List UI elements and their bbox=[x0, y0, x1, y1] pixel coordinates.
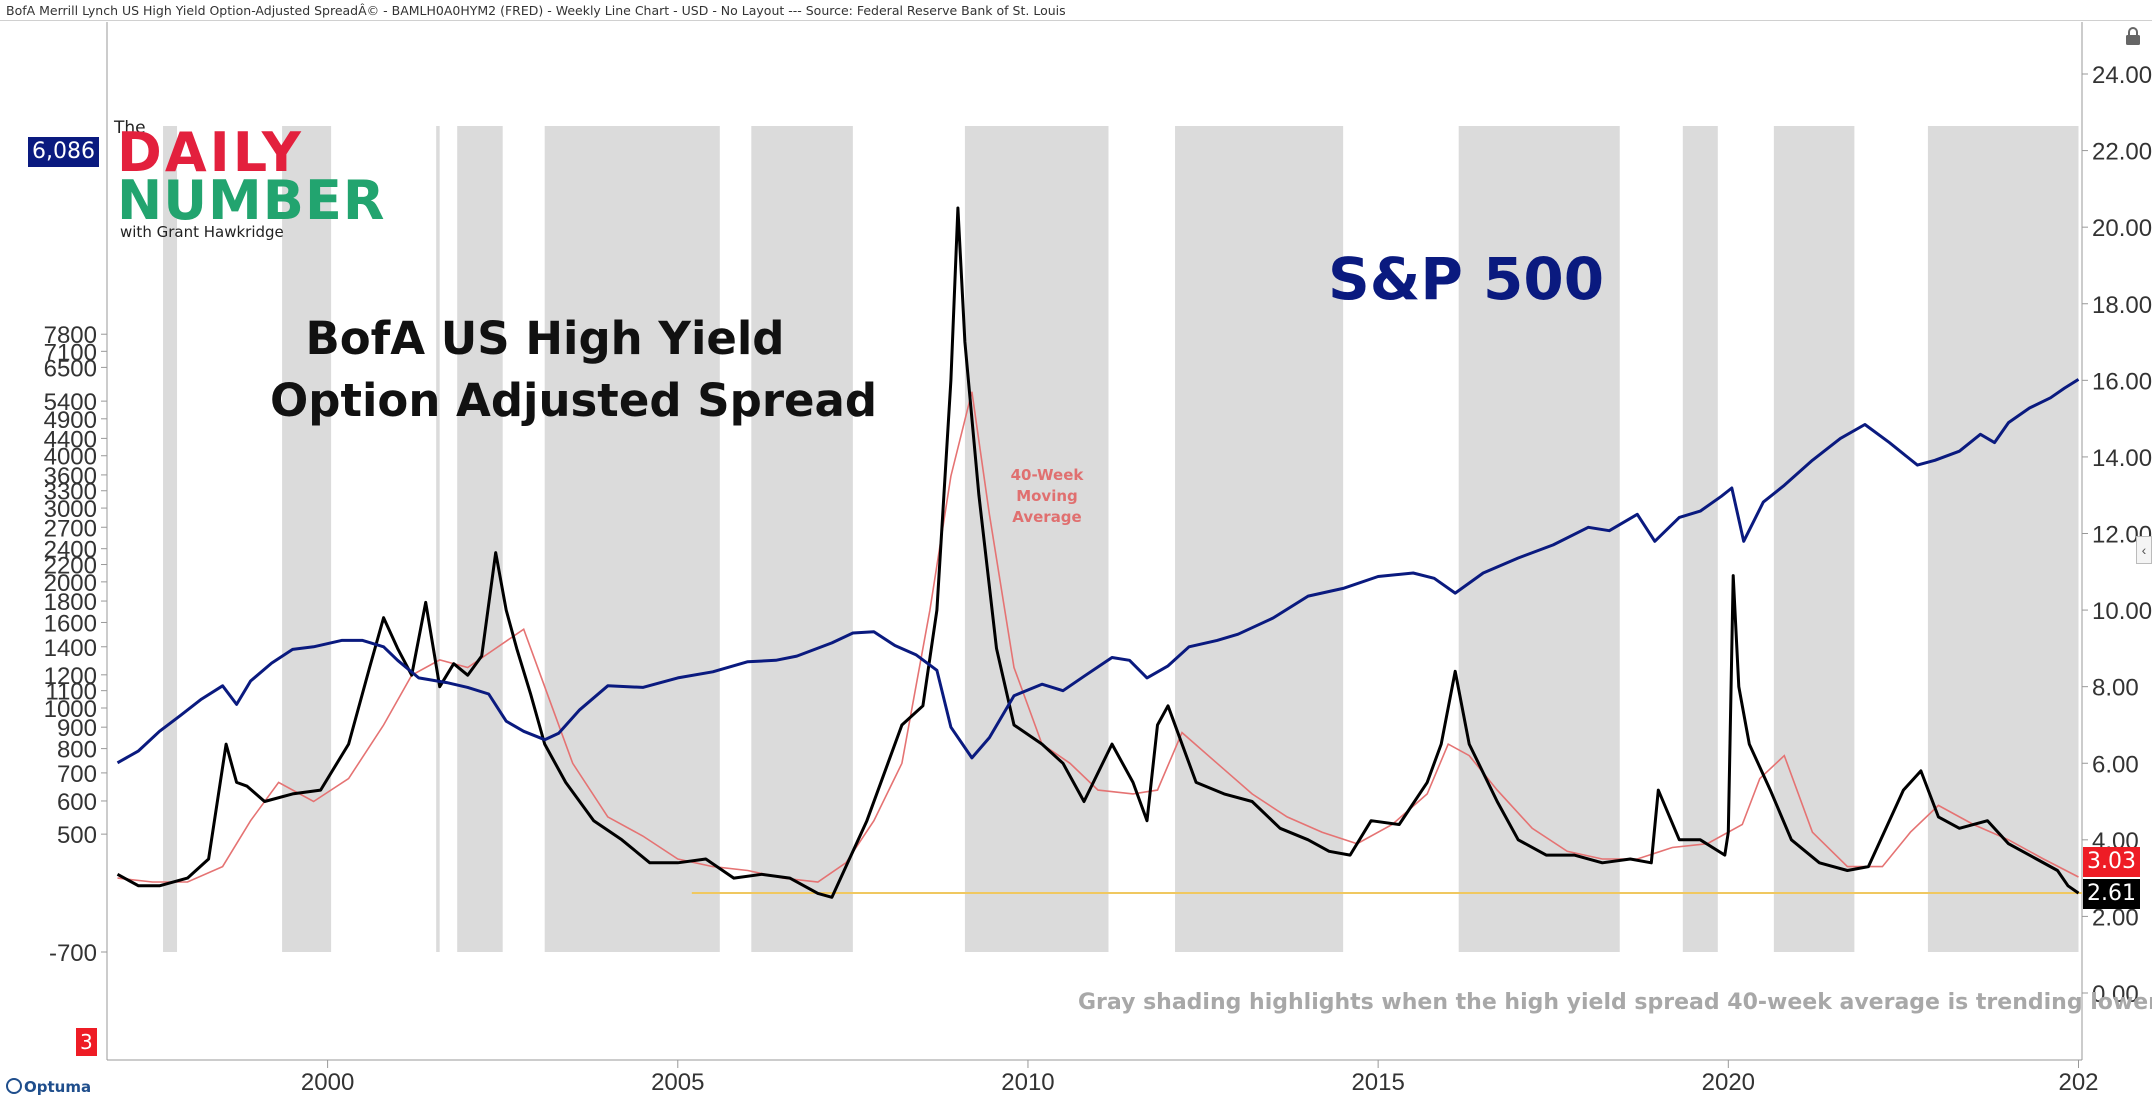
x-tick-label: 2005 bbox=[651, 1069, 704, 1096]
ma-label-line2: Moving Average bbox=[1012, 487, 1082, 526]
right-tick-label: 8.00 bbox=[2092, 675, 2139, 702]
right-tick-label: 20.00 bbox=[2092, 215, 2152, 242]
right-tick-label: 6.00 bbox=[2092, 751, 2139, 778]
left-tick-label: 500 bbox=[57, 822, 97, 849]
left-tick-label: 900 bbox=[57, 715, 97, 742]
lock-icon[interactable] bbox=[2124, 26, 2142, 46]
right-tick-label: 10.00 bbox=[2092, 598, 2152, 625]
left-tick-label: 7800 bbox=[44, 322, 97, 349]
x-tick-label: 2000 bbox=[301, 1069, 354, 1096]
left-tick-label: 600 bbox=[57, 789, 97, 816]
spread-title-line2: Option Adjusted Spread bbox=[270, 374, 878, 427]
axes-layer bbox=[106, 22, 2083, 1061]
shading-band-9 bbox=[1682, 126, 1718, 952]
shading-band-2 bbox=[436, 126, 440, 952]
logo-number: NUMBER bbox=[117, 169, 386, 232]
shading-band-7 bbox=[1175, 126, 1344, 952]
left-tick-label: 700 bbox=[57, 761, 97, 788]
x-tick-label: 2010 bbox=[1001, 1069, 1054, 1096]
logo-with: with Grant Hawkridge bbox=[120, 223, 284, 241]
collapse-arrow-icon[interactable]: ‹ bbox=[2136, 536, 2152, 564]
left-tick-label: 2700 bbox=[44, 515, 97, 542]
optuma-brand: Optuma bbox=[6, 1078, 91, 1096]
left-tick-label: 2000 bbox=[44, 570, 97, 597]
left-tick-label: 3000 bbox=[44, 496, 97, 523]
shading-band-5 bbox=[751, 126, 853, 952]
right-tick-label: 24.00 bbox=[2092, 62, 2152, 89]
left-tick-label: 1400 bbox=[44, 635, 97, 662]
shading-layer bbox=[163, 126, 2079, 952]
shading-band-8 bbox=[1458, 126, 1620, 952]
shading-band-1 bbox=[282, 126, 332, 952]
shading-band-0 bbox=[163, 126, 178, 952]
moving-average-line bbox=[117, 391, 2079, 883]
left-tick-label: 1800 bbox=[44, 589, 97, 616]
x-tick-label: 2015 bbox=[1351, 1069, 1404, 1096]
logo-the: The bbox=[114, 118, 146, 138]
x-axis-ticks: 2000 2005 2010 2015 2020 202 bbox=[301, 1060, 2099, 1096]
left-tick-label: 1100 bbox=[45, 679, 97, 706]
sp500-title: S&P 500 bbox=[1328, 245, 1605, 313]
bottom-left-badge: 3 bbox=[76, 1028, 97, 1056]
right-tick-label: 18.00 bbox=[2092, 292, 2152, 319]
right-tick-label: 14.00 bbox=[2092, 445, 2152, 472]
optuma-label: Optuma bbox=[24, 1078, 92, 1096]
hy-spread-line bbox=[116, 206, 2080, 899]
left-tick-label: 2200 bbox=[44, 553, 97, 580]
ma-label-line1: 40-Week bbox=[1010, 466, 1084, 484]
x-tick-label: 2020 bbox=[1702, 1069, 1755, 1096]
left-tick-label: 4000 bbox=[44, 444, 97, 471]
sp500-line bbox=[116, 378, 2080, 765]
spread-title-line1: BofA US High Yield bbox=[305, 312, 785, 365]
optuma-logo-icon bbox=[6, 1078, 22, 1094]
left-tick-label: 2400 bbox=[44, 537, 97, 564]
left-tick-label: -700 bbox=[49, 940, 97, 967]
sp500-last-badge: 6,086 bbox=[28, 137, 99, 167]
left-tick-label: 1200 bbox=[44, 663, 97, 690]
x-tick-label: 202 bbox=[2058, 1069, 2098, 1096]
left-tick-label: 4900 bbox=[44, 407, 97, 434]
right-tick-label: 0.00 bbox=[2092, 981, 2139, 1008]
left-tick-label: 6500 bbox=[44, 355, 97, 382]
shading-band-4 bbox=[544, 126, 720, 952]
left-tick-label: 1000 bbox=[44, 696, 97, 723]
logo-daily: DAILY bbox=[117, 121, 304, 184]
right-tick-label: 16.00 bbox=[2092, 368, 2152, 395]
shading-band-10 bbox=[1773, 126, 1855, 952]
spread-last-badge: 2.61 bbox=[2083, 879, 2140, 909]
left-tick-label: 3600 bbox=[44, 463, 97, 490]
chart-header-title: BofA Merrill Lynch US High Yield Option-… bbox=[6, 3, 1066, 18]
ma-last-badge: 3.03 bbox=[2083, 847, 2140, 877]
shading-note: Gray shading highlights when the high yi… bbox=[1078, 990, 2152, 1015]
chart-header-bar: BofA Merrill Lynch US High Yield Option-… bbox=[0, 0, 2152, 21]
left-tick-label: 7100 bbox=[44, 339, 97, 366]
left-tick-label: 5400 bbox=[44, 389, 97, 416]
left-tick-label: 800 bbox=[57, 737, 97, 764]
left-tick-label: 4400 bbox=[44, 426, 97, 453]
right-tick-label: 22.00 bbox=[2092, 139, 2152, 166]
left-tick-label: 1600 bbox=[44, 610, 97, 637]
left-tick-label: 3300 bbox=[44, 479, 97, 506]
shading-band-6 bbox=[964, 126, 1109, 952]
shading-band-11 bbox=[1927, 126, 2079, 952]
shading-band-3 bbox=[457, 126, 503, 952]
ma-label: 40-Week Moving Average bbox=[992, 465, 1102, 528]
